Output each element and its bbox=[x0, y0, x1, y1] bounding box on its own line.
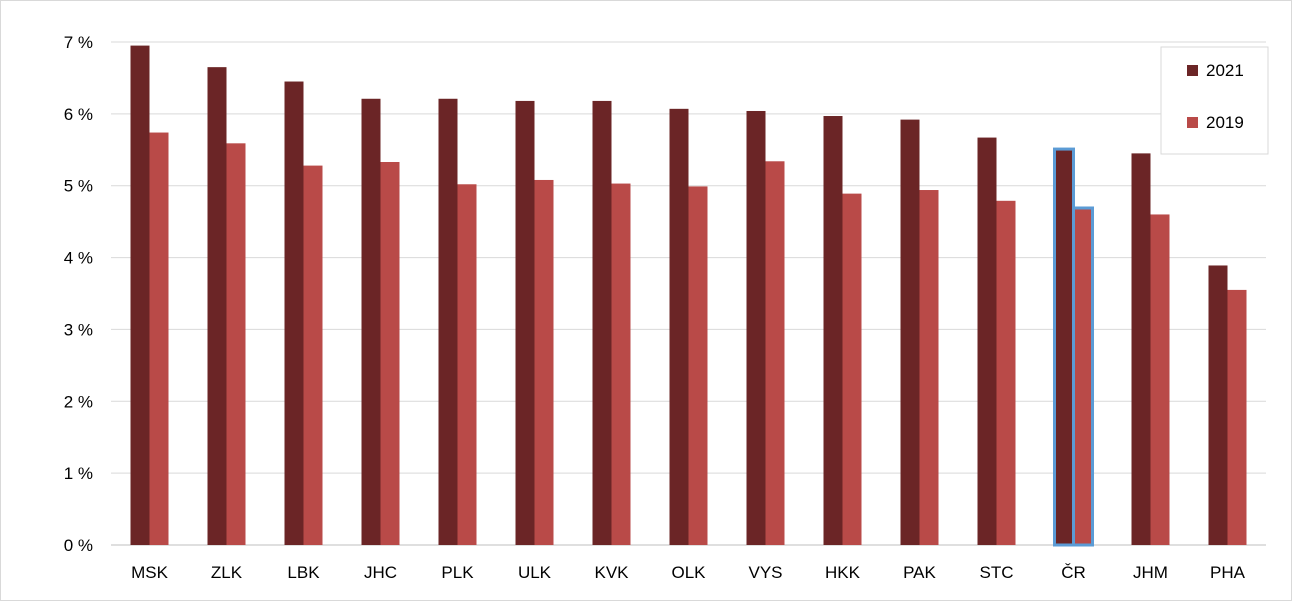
bar-2019-LBK bbox=[303, 165, 323, 545]
bar-2021-KVK bbox=[592, 100, 612, 546]
x-tick-label: JHC bbox=[364, 563, 397, 582]
bar-2021-JHM bbox=[1131, 153, 1151, 545]
bar-2019-ZLK bbox=[226, 143, 246, 545]
x-tick-label: KVK bbox=[594, 563, 629, 582]
x-tick-label: ULK bbox=[518, 563, 552, 582]
x-tick-label: VYS bbox=[748, 563, 782, 582]
legend: 2021 2019 bbox=[1160, 46, 1269, 155]
bar-2021-ULK bbox=[515, 100, 535, 546]
bar-2021-ZLK bbox=[207, 67, 227, 546]
y-tick-label: 7 % bbox=[64, 33, 93, 52]
y-tick-label: 5 % bbox=[64, 177, 93, 196]
legend-label-2019: 2019 bbox=[1206, 113, 1244, 132]
x-tick-label: STC bbox=[980, 563, 1014, 582]
bar-2021-PHA bbox=[1208, 265, 1228, 545]
x-tick-label: PAK bbox=[903, 563, 936, 582]
y-tick-label: 2 % bbox=[64, 392, 93, 411]
bar-2021-PAK bbox=[900, 119, 920, 545]
x-tick-label: LBK bbox=[287, 563, 320, 582]
x-tick-label: PLK bbox=[441, 563, 474, 582]
bar-2021-LBK bbox=[284, 81, 304, 546]
bars bbox=[130, 45, 1247, 547]
bar-2019-PHA bbox=[1227, 289, 1247, 545]
bar-2021-MSK bbox=[130, 45, 150, 545]
legend-swatch-2021 bbox=[1187, 65, 1198, 76]
bar-2019-KVK bbox=[611, 183, 631, 545]
x-tick-label: ZLK bbox=[211, 563, 243, 582]
bar-2019-OLK bbox=[688, 186, 708, 545]
bar-2019-PLK bbox=[457, 184, 477, 545]
bar-2021-STC bbox=[977, 137, 997, 545]
bar-2019-PAK bbox=[919, 190, 939, 546]
bar-2021-JHC bbox=[361, 98, 381, 545]
bar-2019-ČR bbox=[1072, 206, 1094, 547]
bar-2021-VYS bbox=[746, 110, 766, 546]
bar-2021-OLK bbox=[669, 108, 689, 545]
bar-2021-HKK bbox=[823, 116, 843, 546]
legend-label-2021: 2021 bbox=[1206, 61, 1244, 80]
y-tick-label: 4 % bbox=[64, 249, 93, 268]
x-axis-ticks: MSK ZLK LBK JHC PLK ULK KVK OLK VYS HKK PAK STC ČR JH… bbox=[131, 563, 1246, 582]
y-tick-label: 1 % bbox=[64, 464, 93, 483]
y-tick-label: 3 % bbox=[64, 320, 93, 339]
legend-box bbox=[1160, 46, 1269, 155]
bar-2019-JHM bbox=[1150, 214, 1170, 545]
x-tick-label: PHA bbox=[1210, 563, 1246, 582]
bar-2019-MSK bbox=[149, 132, 169, 546]
y-axis-ticks: 0 % 1 % 2 % 3 % 4 % 5 % 6 % 7 % bbox=[64, 33, 93, 555]
x-tick-label: MSK bbox=[131, 563, 169, 582]
x-tick-label: JHM bbox=[1133, 563, 1168, 582]
x-tick-label: HKK bbox=[825, 563, 861, 582]
y-tick-label: 0 % bbox=[64, 536, 93, 555]
x-tick-label: OLK bbox=[671, 563, 706, 582]
bar-2019-ULK bbox=[534, 179, 554, 546]
bar-2019-HKK bbox=[842, 193, 862, 545]
legend-swatch-2019 bbox=[1187, 117, 1198, 128]
bar-2019-STC bbox=[996, 200, 1016, 545]
bar-2021-PLK bbox=[438, 98, 458, 545]
bar-2021-ČR bbox=[1053, 147, 1075, 547]
y-tick-label: 6 % bbox=[64, 105, 93, 124]
bar-2019-JHC bbox=[380, 162, 400, 545]
bar-2019-VYS bbox=[765, 161, 785, 546]
x-tick-label: ČR bbox=[1061, 563, 1086, 582]
